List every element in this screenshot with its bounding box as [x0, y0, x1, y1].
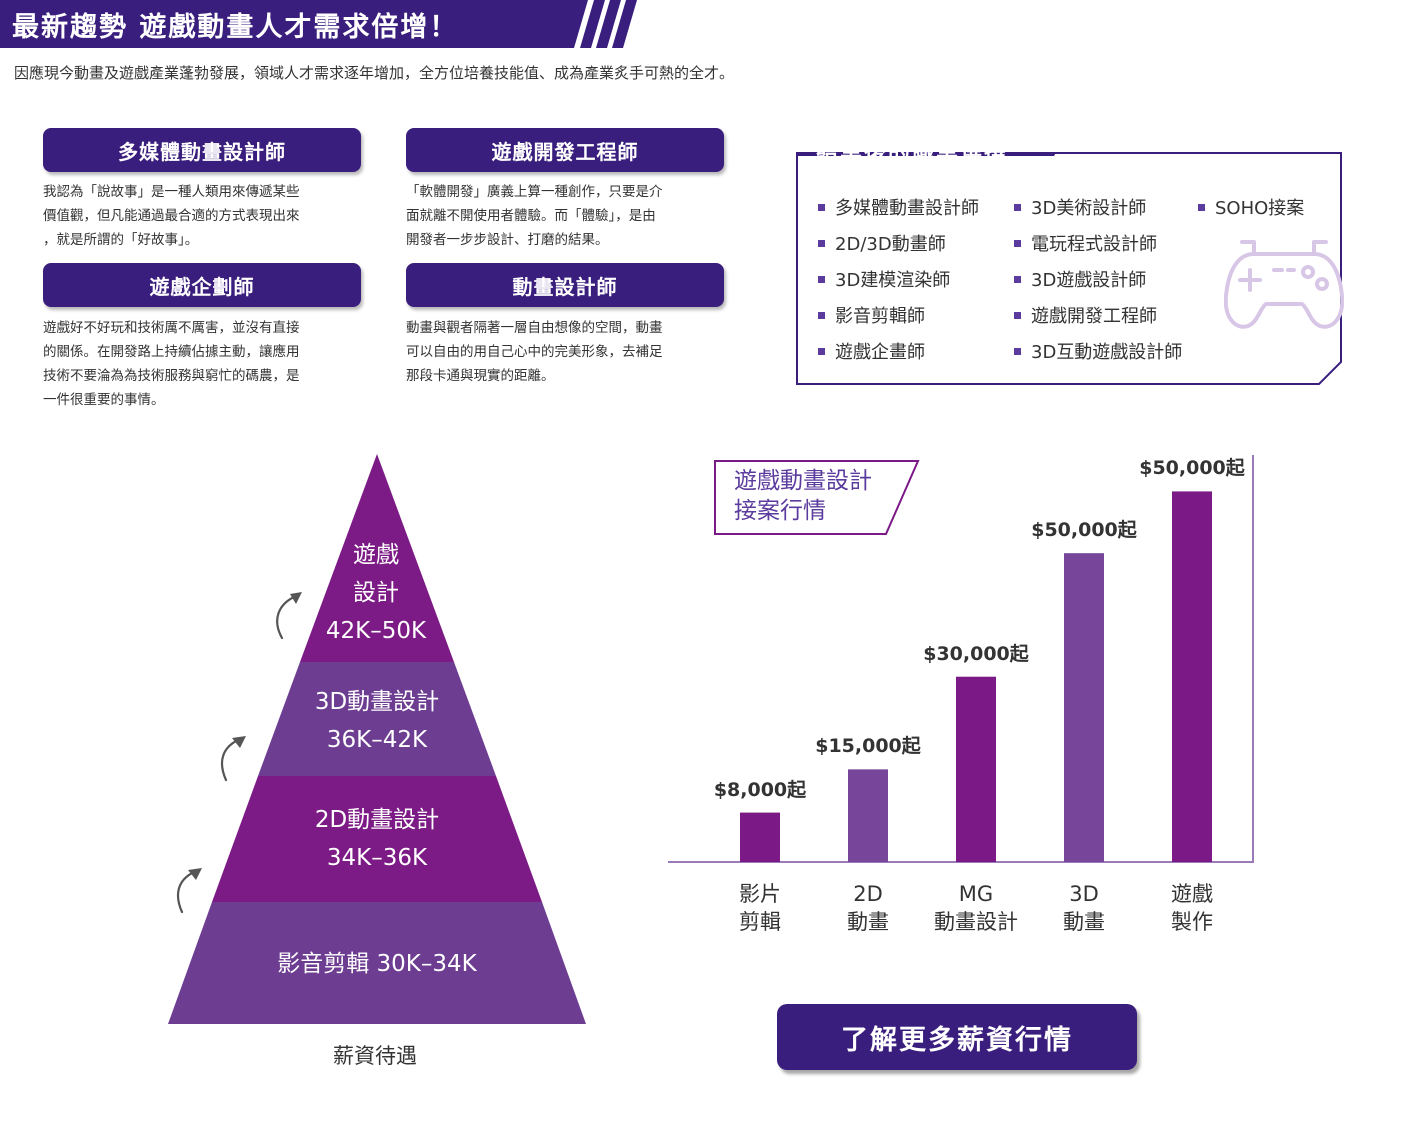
- career-item: 3D建模渲染師: [818, 266, 950, 292]
- page-title: 最新趨勢 遊戲動畫人才需求倍增！: [12, 12, 459, 43]
- pyramid-level-3-label: 2D動畫設計 34K–36K: [314, 807, 440, 871]
- job-desc-game-planner: 遊戲好不好玩和技術厲不厲害，並沒有直接 的關係。在開發路上持續佔據主動，讓應用 技術…: [43, 320, 300, 408]
- bar-4: [1172, 491, 1212, 862]
- category-label: MG 動畫設計: [934, 882, 1018, 934]
- pyramid-level-4-label: 影音剪輯 30K–34K: [277, 951, 477, 977]
- pyramid-level-1-label: 遊戲 設計 42K–50K: [325, 542, 427, 644]
- career-item: 3D遊戲設計師: [1014, 266, 1146, 292]
- pyramid-level-3: [212, 776, 542, 902]
- career-item: 3D互動遊戲設計師: [1014, 338, 1182, 364]
- pyramid-caption: 薪資待遇: [333, 1044, 417, 1068]
- career-item: 3D美術設計師: [1014, 194, 1146, 220]
- salary-pyramid: [168, 454, 586, 1024]
- category-label: 遊戲 製作: [1171, 882, 1213, 934]
- bar-value-label: $30,000起: [923, 642, 1029, 665]
- arrow-up-icon: [276, 594, 298, 640]
- career-item: SOHO接案: [1198, 194, 1304, 220]
- career-item: 遊戲企畫師: [818, 338, 925, 364]
- pyramid-level-2: [258, 662, 496, 776]
- more-salary-info-button[interactable]: 了解更多薪資行情: [777, 1004, 1137, 1070]
- bar-value-label: $50,000起: [1139, 457, 1245, 480]
- category-label: 3D 動畫: [1063, 882, 1105, 934]
- bar-value-label: $8,000起: [713, 778, 807, 801]
- job-desc-game-engineer: 「軟體開發」廣義上算一種創作，只要是介 面就離不開使用者體驗。而「體驗」，是由 開發…: [406, 184, 663, 248]
- chart-title: 遊戲動畫設計 接案行情: [734, 468, 872, 524]
- gamepad-icon: [1224, 240, 1344, 329]
- category-label: 2D 動畫: [847, 882, 889, 934]
- category-label: 影片 剪輯: [739, 882, 781, 934]
- bar-value-label: $15,000起: [815, 735, 921, 758]
- job-desc-multimedia: 我認為「說故事」是一種人類用來傳遞某些 價值觀，但凡能通過最合適的方式表現出來 ，就…: [43, 184, 300, 248]
- career-title: 結業後的職業選擇: [816, 141, 1009, 166]
- job-title-game-engineer: 遊戲開發工程師: [406, 128, 724, 172]
- job-title-game-planner: 遊戲企劃師: [43, 263, 361, 307]
- header-banner: [0, 0, 637, 48]
- career-item: 影音剪輯師: [818, 302, 925, 328]
- pyramid-level-1: [300, 454, 454, 662]
- pyramid-level-4: [168, 902, 586, 1024]
- bar-1: [848, 769, 888, 862]
- bar-0: [740, 812, 780, 862]
- intro-text: 因應現今動畫及遊戲產業蓬勃發展，領域人才需求逐年增加，全方位培養技能值、成為產業…: [14, 64, 735, 82]
- job-title-multimedia: 多媒體動畫設計師: [43, 128, 361, 172]
- chart-title-frame: [714, 460, 920, 535]
- arrow-up-icon: [220, 738, 240, 782]
- career-box: 結業後的職業選擇 多媒體動畫設計師 2D/3D動畫師 3D建模渲染師 影音剪輯師…: [796, 141, 1344, 385]
- job-desc-animator: 動畫與觀者隔著一層自由想像的空間，動畫 可以自由的用自己心中的完美形象，去補足 那段…: [406, 320, 663, 384]
- career-item: 多媒體動畫設計師: [818, 194, 979, 220]
- arrow-up-icon: [176, 870, 196, 914]
- job-title-animator: 動畫設計師: [406, 263, 724, 307]
- bar-2: [956, 676, 996, 862]
- career-item: 電玩程式設計師: [1014, 230, 1157, 256]
- career-item: 遊戲開發工程師: [1014, 302, 1157, 328]
- career-item: 2D/3D動畫師: [818, 230, 946, 256]
- pyramid-level-2-label: 3D動畫設計 36K–42K: [314, 689, 440, 753]
- bar-value-label: $50,000起: [1031, 519, 1137, 542]
- bar-3: [1064, 553, 1104, 862]
